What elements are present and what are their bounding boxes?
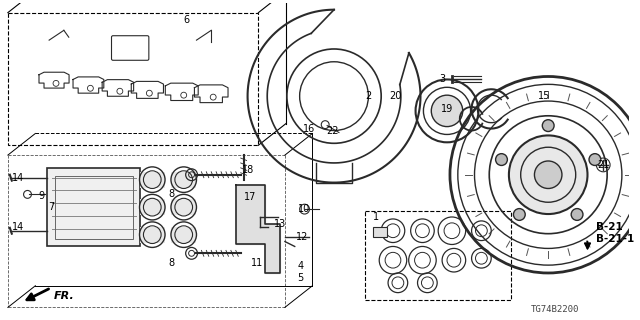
Circle shape — [589, 154, 601, 165]
Circle shape — [509, 135, 588, 214]
Text: 8: 8 — [169, 258, 175, 268]
Text: 14: 14 — [12, 173, 24, 183]
Bar — [8, 12, 259, 145]
Bar — [55, 176, 132, 239]
Text: 7: 7 — [48, 202, 54, 212]
Text: 10: 10 — [298, 204, 310, 214]
Text: 20: 20 — [388, 91, 401, 101]
Bar — [140, 172, 165, 188]
FancyBboxPatch shape — [111, 36, 149, 60]
Text: 17: 17 — [244, 192, 257, 202]
Text: 1: 1 — [373, 212, 380, 222]
Text: 11: 11 — [252, 258, 264, 268]
FancyBboxPatch shape — [47, 168, 141, 246]
Text: 5: 5 — [298, 273, 304, 283]
Text: 15: 15 — [538, 91, 550, 101]
Bar — [365, 211, 511, 300]
Text: 13: 13 — [274, 219, 286, 229]
Circle shape — [513, 209, 525, 220]
Text: 4: 4 — [298, 261, 304, 271]
Text: 8: 8 — [169, 189, 175, 199]
Bar — [140, 199, 165, 215]
Bar — [171, 227, 196, 243]
Text: 9: 9 — [38, 191, 44, 201]
Text: B-21: B-21 — [596, 222, 623, 232]
Text: 16: 16 — [303, 124, 316, 133]
Text: 12: 12 — [296, 232, 308, 242]
Circle shape — [431, 95, 463, 127]
Text: 6: 6 — [184, 15, 189, 26]
Circle shape — [534, 161, 562, 188]
Circle shape — [495, 154, 508, 165]
Text: 21: 21 — [597, 160, 609, 170]
Polygon shape — [236, 185, 280, 273]
Circle shape — [571, 209, 583, 220]
Text: 18: 18 — [243, 165, 255, 175]
Text: 14: 14 — [12, 222, 24, 232]
Bar — [171, 199, 196, 215]
Text: TG74B2200: TG74B2200 — [531, 305, 579, 314]
Text: 3: 3 — [439, 75, 445, 84]
Text: 22: 22 — [326, 125, 339, 136]
Circle shape — [542, 120, 554, 132]
Text: 19: 19 — [441, 104, 453, 114]
Bar — [140, 227, 165, 243]
Text: B-21-1: B-21-1 — [596, 234, 635, 244]
Text: FR.: FR. — [54, 291, 75, 300]
Bar — [373, 227, 387, 236]
Bar — [171, 172, 196, 188]
Text: 2: 2 — [365, 91, 372, 101]
